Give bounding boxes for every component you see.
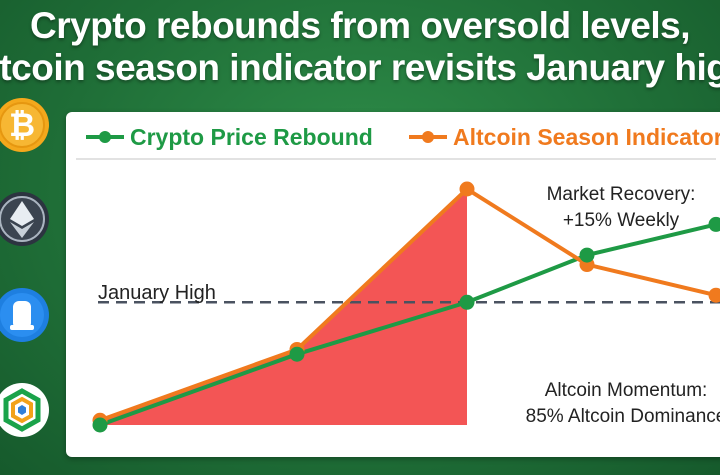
january-high-label: January High (98, 282, 216, 304)
data-point-price-2 (289, 346, 305, 362)
legend-label-altcoin: Altcoin Season Indicator (453, 124, 720, 150)
legend-marker-price (99, 131, 111, 143)
data-point-price-1 (92, 417, 108, 433)
data-point-altcoin-5 (708, 287, 720, 303)
legend-marker-altcoin (422, 131, 434, 143)
legend: Crypto Price Rebound Altcoin Season Indi… (86, 124, 720, 150)
annotation-altcoin-momentum-line2: 85% Altcoin Dominance (526, 406, 720, 427)
svg-text:₿: ₿ (9, 107, 35, 143)
legend-label-price: Crypto Price Rebound (130, 124, 373, 150)
headline-line-1: Crypto rebounds from oversold levels, (30, 5, 690, 46)
data-point-price-3 (459, 294, 475, 310)
data-point-price-5 (708, 216, 720, 232)
annotation-market-recovery-line2: +15% Weekly (563, 210, 680, 231)
chart-panel: Crypto Price Rebound Altcoin Season Indi… (66, 112, 720, 457)
ethereum-icon (0, 192, 49, 246)
annotation-market-recovery-line1: Market Recovery: (547, 184, 696, 205)
chart: Crypto Price Rebound Altcoin Season Indi… (76, 124, 720, 433)
token-icon (0, 288, 49, 342)
headline-line-2: altcoin season indicator revisits Januar… (0, 47, 720, 88)
data-point-price-4 (579, 247, 595, 263)
annotation-altcoin-momentum-line1: Altcoin Momentum: (545, 380, 708, 401)
data-point-altcoin-3 (459, 181, 475, 197)
bitcoin-icon: ₿ (0, 98, 49, 152)
altcoin-icon (0, 383, 49, 437)
area-fill (100, 189, 467, 425)
